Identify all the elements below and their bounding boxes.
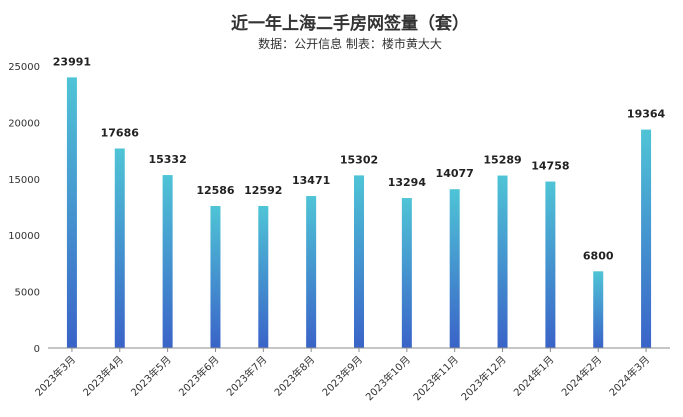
- bar: [114, 148, 125, 348]
- data-label: 15302: [340, 153, 378, 166]
- bar: [66, 77, 77, 348]
- data-label: 15289: [483, 154, 521, 167]
- data-label: 14077: [436, 167, 474, 180]
- data-label: 19364: [627, 108, 666, 121]
- data-label: 13294: [388, 176, 427, 189]
- chart-title: 近一年上海二手房网签量（套）: [231, 13, 469, 34]
- y-tick-label: 10000: [8, 231, 40, 242]
- bar: [354, 175, 364, 348]
- y-tick-label: 15000: [8, 175, 40, 186]
- chart-subtitle: 数据：公开信息 制表：楼市黄大大: [258, 36, 442, 51]
- data-label: 13471: [292, 174, 330, 187]
- bar: [210, 206, 221, 348]
- bar: [258, 205, 269, 348]
- bar: [306, 196, 317, 348]
- y-tick-label: 0: [34, 344, 40, 355]
- data-label: 14758: [531, 160, 569, 173]
- bar: [593, 271, 604, 348]
- x-tick-label: 2024年2月: [559, 353, 605, 399]
- data-label: 17686: [101, 127, 140, 140]
- x-tick-label: 2023年11月: [410, 353, 460, 403]
- x-tick-label: 2023年5月: [128, 353, 174, 399]
- bar: [545, 181, 556, 348]
- x-tick-label: 2023年10月: [363, 353, 413, 403]
- data-label: 12586: [196, 184, 235, 197]
- x-tick-label: 2023年3月: [32, 353, 78, 399]
- data-label: 6800: [583, 249, 614, 262]
- bar: [162, 175, 173, 348]
- x-tick-label: 2023年6月: [176, 353, 222, 399]
- x-tick-label: 2024年3月: [606, 353, 652, 399]
- x-tick-label: 2023年9月: [319, 353, 365, 399]
- x-tick-label: 2023年8月: [271, 353, 317, 399]
- data-label: 12592: [244, 184, 282, 197]
- bar: [449, 189, 460, 348]
- y-tick-label: 5000: [15, 288, 40, 299]
- x-tick-label: 2023年7月: [224, 353, 270, 399]
- bar: [497, 175, 508, 348]
- data-label: 23991: [53, 55, 91, 68]
- y-tick-label: 25000: [8, 62, 40, 73]
- y-tick-label: 20000: [8, 118, 40, 129]
- bar: [401, 198, 412, 348]
- bar: [641, 129, 652, 348]
- data-label: 15332: [148, 153, 186, 166]
- x-tick-label: 2023年12月: [458, 353, 508, 403]
- x-tick-label: 2024年1月: [511, 353, 557, 399]
- x-tick-label: 2023年4月: [80, 353, 126, 399]
